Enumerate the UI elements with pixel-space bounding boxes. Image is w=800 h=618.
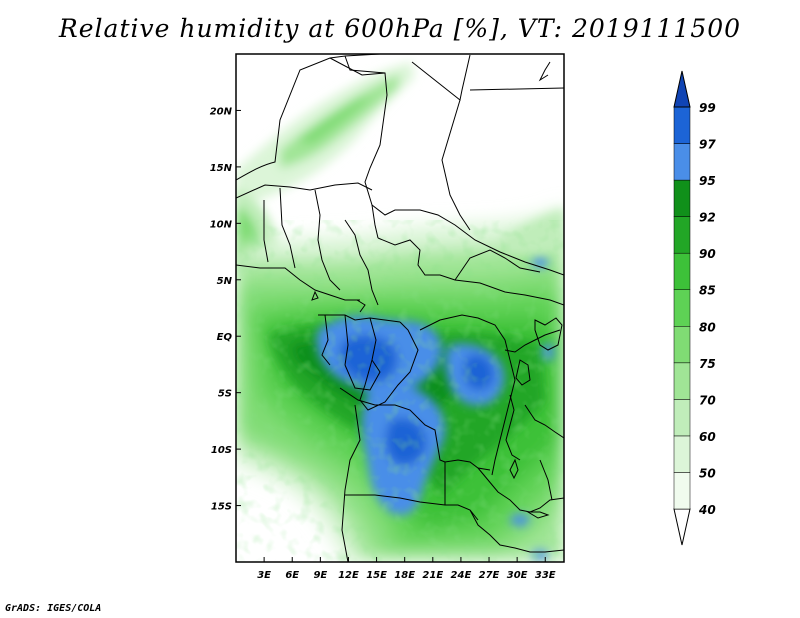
x-tick-label: 12E (338, 570, 359, 581)
colorbar-high-extend (673, 70, 691, 108)
colorbar-segment (673, 472, 691, 510)
country-borders (236, 54, 564, 562)
x-tick-label: 15E (366, 570, 387, 581)
colorbar-segment (673, 289, 691, 327)
y-tick-label: 5S (218, 389, 232, 400)
map-frame (235, 53, 565, 563)
x-tick-label: 6E (285, 570, 299, 581)
colorbar-label: 85 (699, 284, 716, 298)
x-tick-label: 27E (479, 570, 500, 581)
x-tick-label: 30E (507, 570, 528, 581)
y-tick-label: 10N (210, 219, 233, 230)
colorbar-label: 95 (699, 174, 716, 188)
y-tick-label: 20N (210, 106, 233, 117)
colorbar-segment (673, 399, 691, 437)
colorbar-segment (673, 179, 691, 217)
colorbar-label: 40 (698, 503, 716, 517)
colorbar-label: 99 (699, 101, 716, 115)
colorbar-label: 70 (699, 393, 716, 407)
colorbar-label: 90 (699, 247, 716, 261)
colorbar-segment (673, 326, 691, 364)
colorbar-segment (673, 435, 691, 473)
colorbar-label: 50 (699, 466, 716, 480)
colorbar-label: 97 (699, 138, 716, 152)
colorbar-label: 92 (699, 211, 716, 225)
colorbar: 40 50 60 70 75 80 85 90 92 95 97 99 (673, 70, 716, 546)
x-tick-label: 9E (313, 570, 327, 581)
x-tick-label: 3E (257, 570, 271, 581)
chart-title: Relative humidity at 600hPa [%], VT: 201… (58, 14, 742, 43)
colorbar-label: 80 (699, 320, 716, 334)
colorbar-segment (673, 216, 691, 254)
software-credit: GrADS: IGES/COLA (5, 603, 102, 614)
y-tick-label: 15S (211, 502, 232, 513)
colorbar-low-extend (673, 508, 691, 546)
y-tick-label: EQ (217, 332, 233, 343)
y-tick-label: 5N (217, 276, 233, 287)
colorbar-segment (673, 362, 691, 400)
x-tick-label: 21E (422, 570, 443, 581)
field-texture (236, 220, 564, 562)
colorbar-label: 60 (699, 430, 716, 444)
colorbar-segment (673, 106, 691, 144)
colorbar-segment (673, 252, 691, 290)
x-tick-label: 18E (394, 570, 415, 581)
humidity-field (236, 54, 564, 562)
x-axis: 3E 6E 9E 12E 15E 18E 21E 24E 27E 30E 33E (257, 557, 556, 581)
colorbar-label: 75 (699, 357, 716, 371)
colorbar-segment (673, 143, 691, 181)
x-tick-label: 24E (451, 570, 472, 581)
sahara-band (236, 62, 414, 205)
y-axis: 20N 15N 10N 5N EQ 5S 10S 15S (210, 106, 241, 513)
y-tick-label: 10S (211, 445, 232, 456)
x-tick-label: 33E (535, 570, 556, 581)
y-tick-label: 15N (210, 163, 233, 174)
